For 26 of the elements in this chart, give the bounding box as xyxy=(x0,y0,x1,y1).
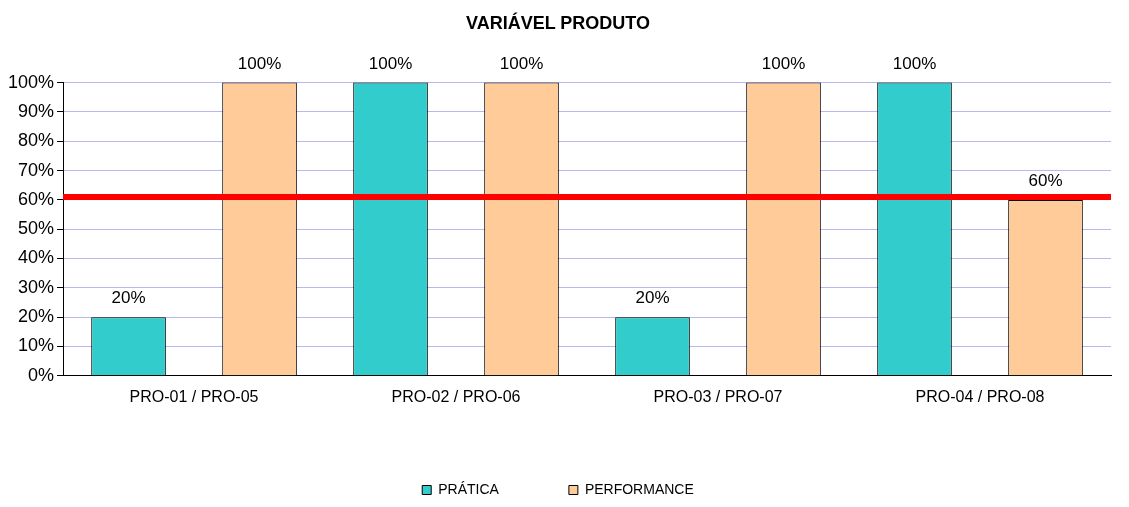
text: 100% xyxy=(368,53,413,73)
x-tick-label: PRO-03 / PRO-07 xyxy=(653,387,783,405)
text: 20% xyxy=(111,288,146,308)
text: 100% xyxy=(892,53,937,73)
x-tick-label: PRO-04 / PRO-08 xyxy=(915,387,1045,405)
chart-title: VARIÁVEL PRODUTO xyxy=(465,11,651,33)
y-tick-label: 80% xyxy=(18,130,55,151)
y-tick-label: 20% xyxy=(18,306,55,327)
y-tick-label: 90% xyxy=(18,100,55,121)
y-tick-label: 50% xyxy=(18,218,55,239)
y-tick-label: 40% xyxy=(18,247,55,268)
text: 100% xyxy=(237,53,282,73)
y-tick-label: 70% xyxy=(18,159,55,180)
y-tick-label: 30% xyxy=(18,276,55,297)
y-tick-label: 100% xyxy=(7,71,55,92)
y-tick-label: 10% xyxy=(18,335,55,356)
text: 100% xyxy=(499,53,544,73)
y-tick-label: 60% xyxy=(18,188,55,209)
text: 20% xyxy=(635,288,670,308)
legend-label: PRÁTICA xyxy=(438,480,500,497)
text: 100% xyxy=(761,53,806,73)
legend-label: PERFORMANCE xyxy=(584,480,694,497)
x-tick-label: PRO-01 / PRO-05 xyxy=(129,387,259,405)
y-tick-label: 0% xyxy=(28,364,55,385)
x-tick-label: PRO-02 / PRO-06 xyxy=(391,387,521,405)
text: 60% xyxy=(1028,171,1063,191)
